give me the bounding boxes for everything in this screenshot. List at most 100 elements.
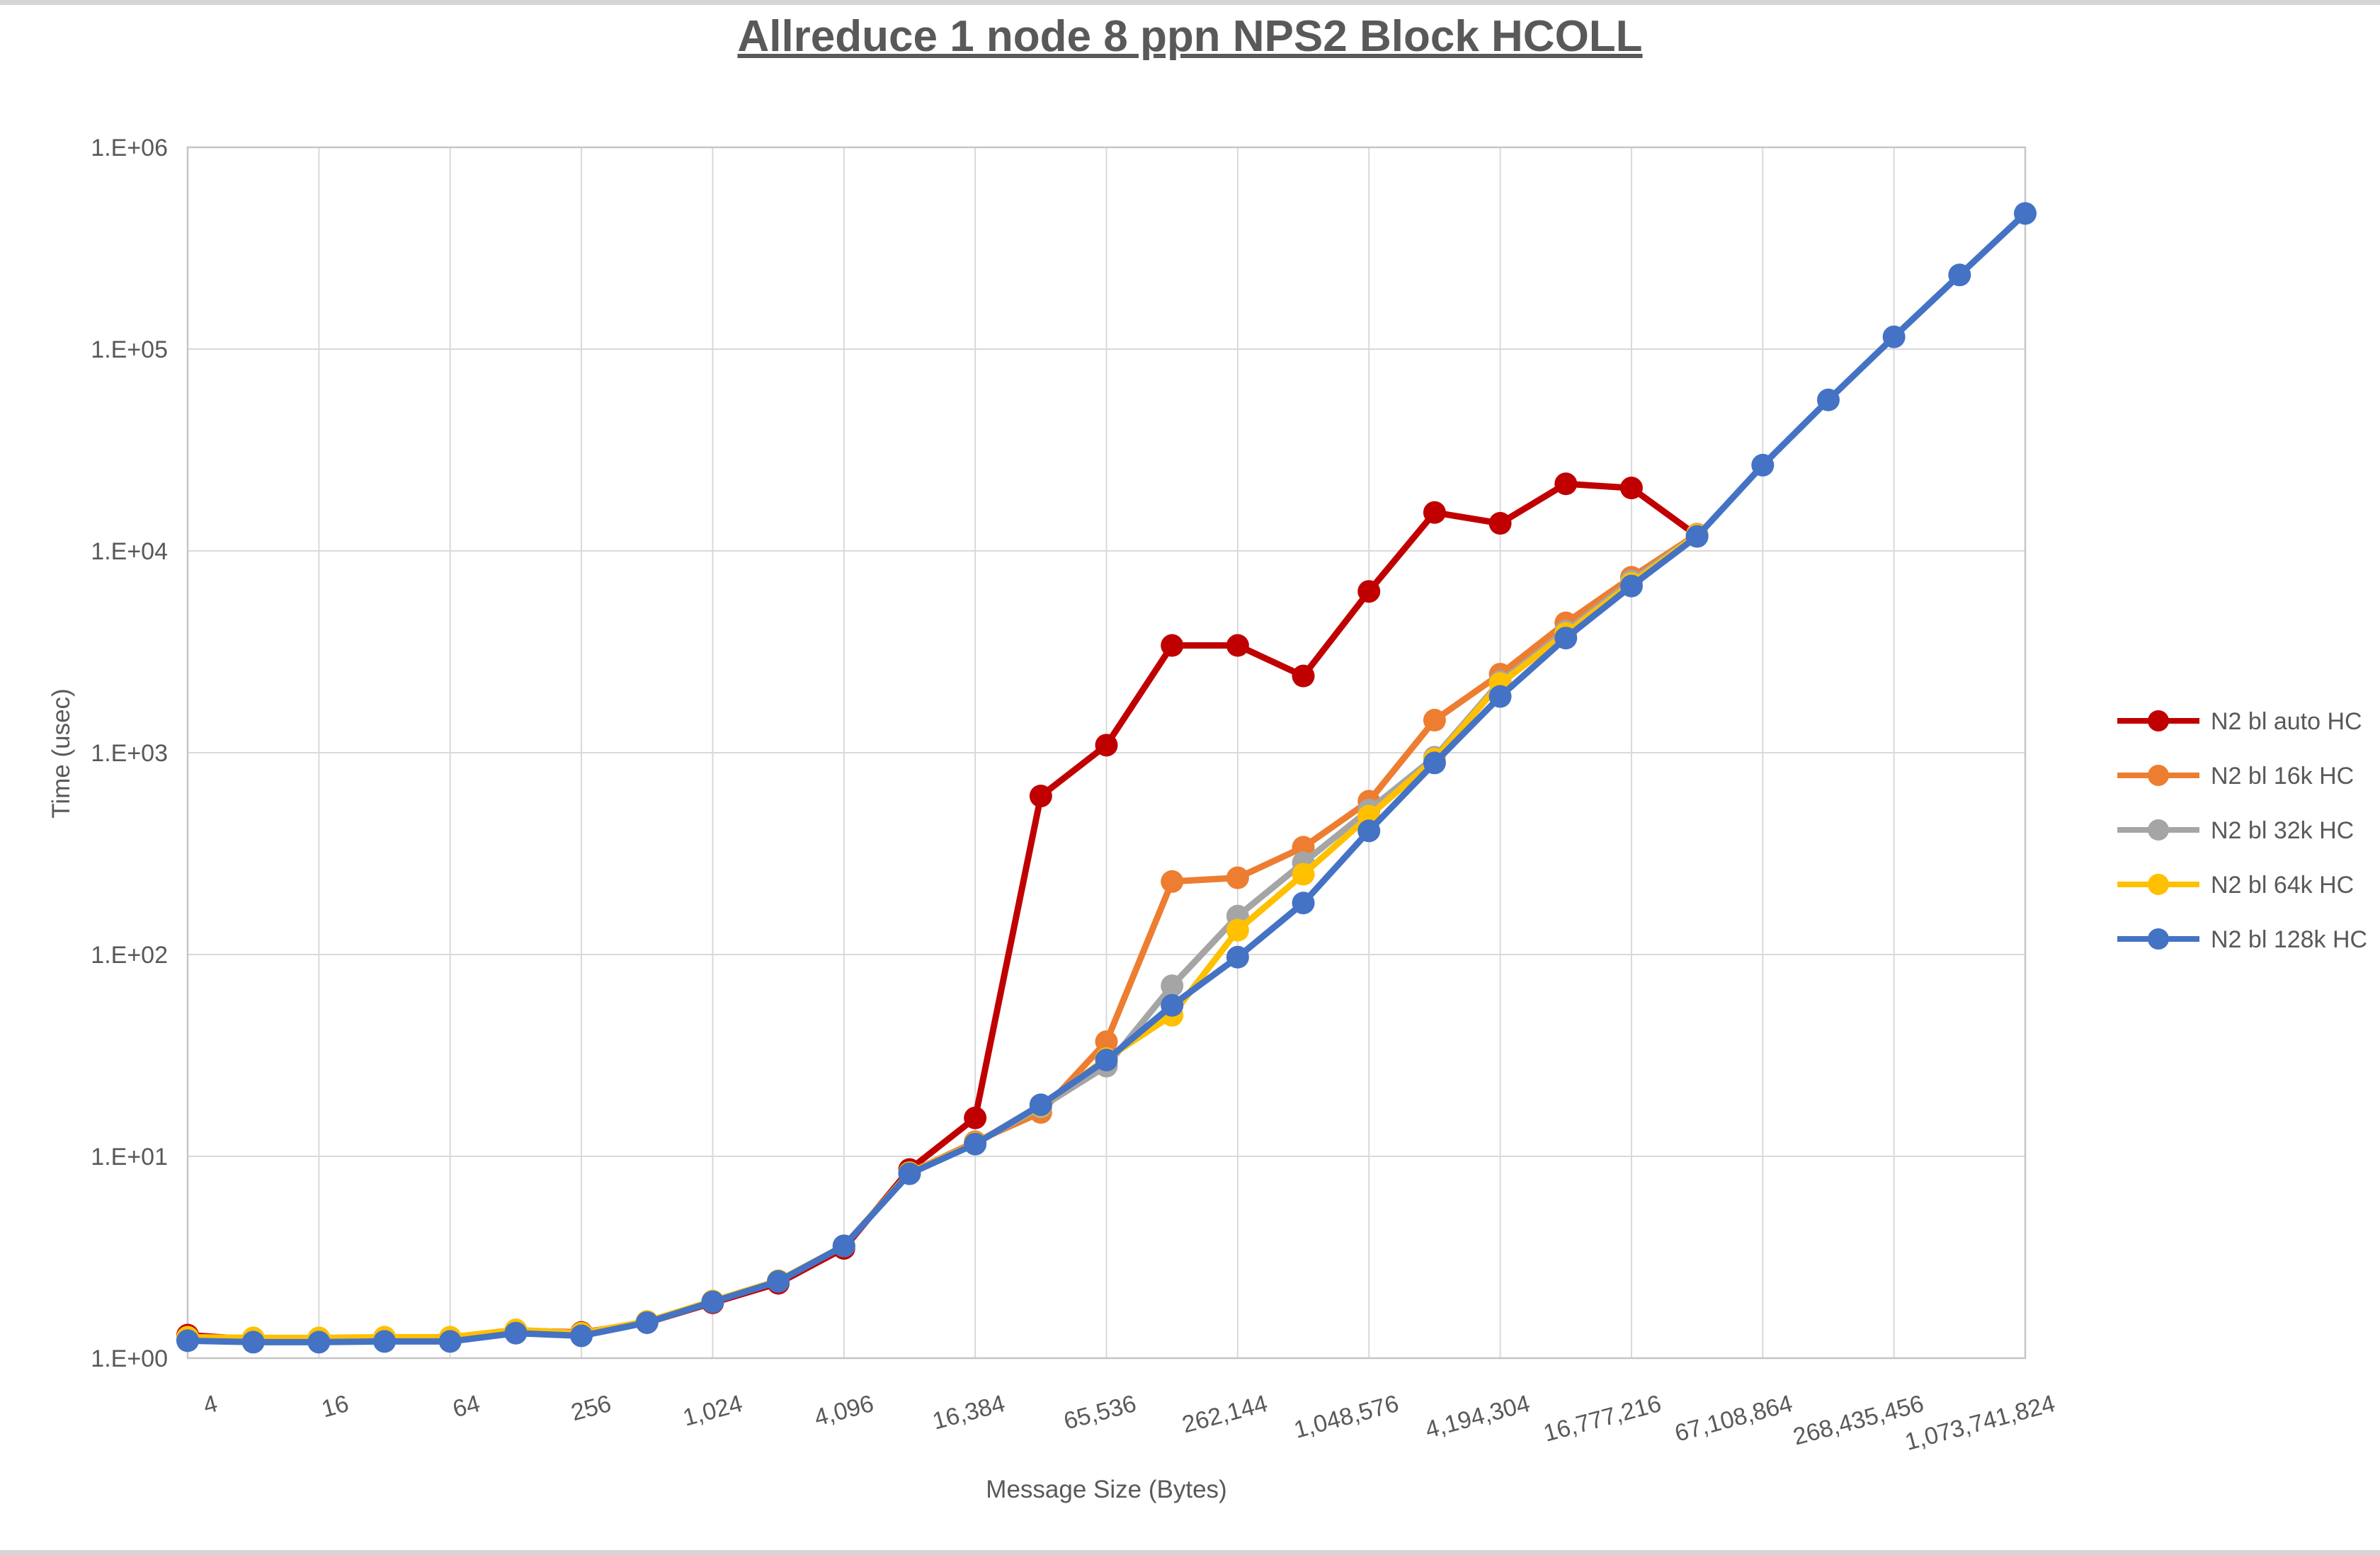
x-tick-label-group: 1,073,741,824: [1902, 1390, 2058, 1456]
x-tick-label: 67,108,864: [1672, 1390, 1795, 1447]
data-point-N2-bl-128k-HC: [1357, 819, 1381, 843]
data-point-N2-bl-128k-HC: [832, 1234, 855, 1258]
x-tick-label-group: 4: [200, 1390, 220, 1420]
data-point-N2-bl-128k-HC: [1554, 627, 1578, 650]
legend-label: N2 bl 32k HC: [2211, 817, 2354, 844]
data-point-N2-bl-128k-HC: [1292, 892, 1315, 915]
data-point-N2-bl-auto-HC: [1029, 785, 1052, 808]
data-point-N2-bl-128k-HC: [635, 1311, 659, 1334]
x-tick-label-group: 16,384: [930, 1390, 1008, 1435]
data-point-N2-bl-128k-HC: [898, 1162, 921, 1185]
legend-item: N2 bl 32k HC: [2117, 817, 2354, 844]
legend-item: N2 bl 16k HC: [2117, 763, 2354, 790]
x-tick-label: 65,536: [1061, 1390, 1139, 1435]
data-point-N2-bl-auto-HC: [1161, 634, 1184, 657]
data-point-N2-bl-64k-HC: [1226, 918, 1249, 942]
data-point-N2-bl-128k-HC: [1948, 263, 1971, 287]
series-line-N2-bl-32k-HC: [184, 531, 1701, 1344]
legend-label: N2 bl 128k HC: [2211, 926, 2367, 953]
x-tick-label: 1,024: [680, 1390, 745, 1432]
x-tick-label-group: 64: [450, 1390, 482, 1423]
y-tick-label: 1.E+04: [91, 538, 168, 565]
data-point-N2-bl-128k-HC: [767, 1270, 790, 1293]
data-point-N2-bl-128k-HC: [176, 1329, 199, 1352]
data-point-N2-bl-auto-HC: [1423, 501, 1446, 524]
data-point-N2-bl-128k-HC: [1685, 525, 1709, 548]
window-top-edge: [0, 0, 2380, 5]
x-tick-label-group: 65,536: [1061, 1390, 1139, 1435]
x-tick-label: 16,384: [930, 1390, 1008, 1435]
data-point-N2-bl-128k-HC: [373, 1330, 397, 1353]
series-line-N2-bl-auto-HC: [184, 480, 1701, 1343]
series-line-N2-bl-64k-HC: [184, 531, 1701, 1341]
legend-marker: [2148, 928, 2169, 950]
data-point-N2-bl-auto-HC: [1554, 472, 1578, 496]
x-tick-label: 64: [450, 1390, 482, 1423]
legend-label: N2 bl 64k HC: [2211, 872, 2354, 899]
x-tick-label-group: 4,194,304: [1423, 1390, 1533, 1444]
data-point-N2-bl-auto-HC: [1226, 634, 1249, 657]
data-point-N2-bl-128k-HC: [1751, 453, 1775, 477]
x-tick-label-group: 1,048,576: [1291, 1390, 1401, 1444]
legend-item: N2 bl 128k HC: [2117, 926, 2367, 953]
legend-marker: [2148, 874, 2169, 895]
data-point-N2-bl-128k-HC: [307, 1331, 331, 1354]
data-point-N2-bl-128k-HC: [241, 1331, 265, 1354]
x-tick-label: 16,777,216: [1541, 1390, 1664, 1447]
x-tick-label: 4: [200, 1390, 220, 1420]
x-tick-label: 4,194,304: [1423, 1390, 1533, 1444]
x-tick-label: 256: [569, 1390, 615, 1426]
x-axis-title: Message Size (Bytes): [986, 1476, 1227, 1503]
x-tick-label: 1,048,576: [1291, 1390, 1401, 1444]
x-tick-label-group: 16,777,216: [1541, 1390, 1664, 1447]
legend-item: N2 bl 64k HC: [2117, 872, 2354, 899]
y-tick-label: 1.E+06: [91, 135, 168, 161]
x-tick-label: 262,144: [1179, 1390, 1270, 1439]
data-point-N2-bl-64k-HC: [1292, 862, 1315, 886]
legend-marker: [2148, 819, 2169, 841]
x-tick-label: 4,096: [812, 1390, 877, 1432]
data-point-N2-bl-128k-HC: [438, 1330, 462, 1353]
data-point-N2-bl-128k-HC: [1619, 574, 1643, 598]
data-point-N2-bl-128k-HC: [1226, 945, 1249, 969]
plot-border: [186, 146, 2027, 1360]
y-tick-label: 1.E+01: [91, 1144, 168, 1170]
data-point-N2-bl-16k-HC: [1095, 1030, 1118, 1054]
x-tick-label: 1,073,741,824: [1902, 1390, 2058, 1456]
data-point-N2-bl-128k-HC: [504, 1321, 528, 1345]
data-point-N2-bl-128k-HC: [1882, 325, 1906, 348]
data-point-N2-bl-128k-HC: [964, 1132, 987, 1156]
data-point-N2-bl-auto-HC: [1357, 580, 1381, 603]
y-tick-label: 1.E+03: [91, 740, 168, 767]
data-point-N2-bl-128k-HC: [701, 1290, 724, 1314]
data-point-N2-bl-128k-HC: [1488, 685, 1512, 708]
legend-item: N2 bl auto HC: [2117, 708, 2362, 735]
data-point-N2-bl-16k-HC: [1423, 709, 1446, 732]
legend: N2 bl auto HC N2 bl 16k HC N2 bl 32k HC N2 …: [2117, 708, 2367, 953]
data-point-N2-bl-128k-HC: [1423, 751, 1446, 775]
x-tick-label-group: 67,108,864: [1672, 1390, 1795, 1447]
x-tick-label-group: 4,096: [812, 1390, 877, 1432]
x-tick-label-group: 1,024: [680, 1390, 745, 1432]
x-tick-label: 16: [319, 1390, 351, 1423]
y-tick-label: 1.E+02: [91, 942, 168, 969]
y-axis-title: Time (usec): [47, 688, 75, 819]
data-point-N2-bl-32k-HC: [1161, 974, 1184, 998]
data-point-N2-bl-128k-HC: [1161, 993, 1184, 1017]
data-point-N2-bl-128k-HC: [1816, 388, 1840, 411]
data-point-N2-bl-16k-HC: [1226, 866, 1249, 889]
legend-marker: [2148, 710, 2169, 731]
data-point-N2-bl-128k-HC: [1029, 1093, 1052, 1117]
legend-marker: [2148, 765, 2169, 786]
data-point-N2-bl-auto-HC: [1095, 734, 1118, 757]
data-point-N2-bl-128k-HC: [570, 1324, 593, 1348]
data-point-N2-bl-128k-HC: [1095, 1049, 1118, 1072]
x-tick-label-group: 16: [319, 1390, 351, 1423]
y-tick-label: 1.E+00: [91, 1345, 168, 1372]
series-line-N2-bl-16k-HC: [184, 530, 1701, 1343]
chart-title: Allreduce 1 node 8 ppn NPS2 Block HCOLL: [0, 11, 2380, 62]
data-point-N2-bl-16k-HC: [1161, 870, 1184, 893]
legend-label: N2 bl auto HC: [2211, 708, 2362, 735]
